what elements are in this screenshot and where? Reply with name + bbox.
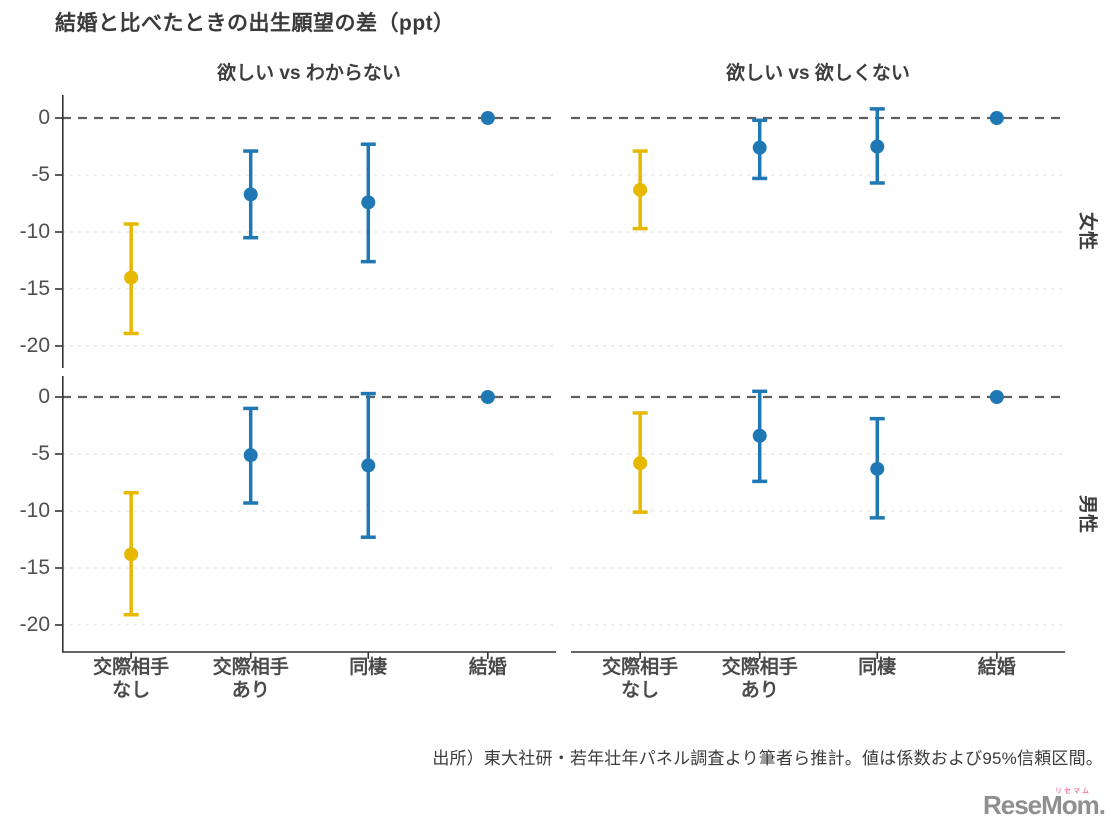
data-point [870,461,885,476]
y-tick-label: -10 [19,499,50,522]
logo-wordmark: ReseMom. [982,790,1106,820]
data-point [752,140,767,155]
data-point [124,270,139,285]
logo-ruby-text: リセマム [1055,788,1091,795]
data-point [633,182,648,197]
data-point [989,390,1004,404]
panel-男性-left [55,376,556,659]
data-point [480,390,495,404]
data-point [124,547,139,562]
data-point [989,111,1004,125]
x-category-label: 交際相手 なし [93,657,170,702]
data-point [480,111,495,125]
y-tick-label: -5 [31,442,50,465]
chart-title: 結婚と比べたときの出生願望の差（ppt） [55,12,455,35]
x-category-label: 交際相手 あり [721,657,798,702]
x-category-label: 結婚 [977,657,1016,678]
data-point [243,448,258,463]
x-category-label: 同棲 [858,657,897,678]
x-category-label: 同棲 [349,657,388,678]
y-tick-label: -15 [19,556,50,579]
facet-column-title-right: 欲しい vs 欲しくない [726,63,910,84]
y-tick-label: 0 [38,106,50,129]
data-point [752,428,767,443]
data-point [870,139,885,154]
y-tick-label: -15 [19,277,50,300]
panel-女性-left [55,95,556,368]
facet-column-title-left: 欲しい vs わからない [217,63,401,84]
x-category-label: 交際相手 あり [212,657,289,702]
source-note: 出所）東大社研・若年壮年パネル調査より筆者ら推計。値は係数および95%信頼区間。 [432,749,1103,768]
y-tick-label: -5 [31,163,50,186]
x-category-label: 交際相手 なし [602,657,679,702]
x-category-label: 結婚 [468,657,507,678]
y-tick-label: -20 [19,334,50,357]
data-point [361,195,376,210]
y-tick-label: -20 [19,613,50,636]
data-point [361,458,376,473]
panel-女性-right [571,107,1065,347]
resemom-logo: リセマム ReseMom. [982,786,1106,820]
data-point [243,187,258,202]
y-tick-label: -10 [19,220,50,243]
data-point [633,456,648,471]
panel-男性-right [571,389,1065,659]
y-tick-label: 0 [38,385,50,408]
